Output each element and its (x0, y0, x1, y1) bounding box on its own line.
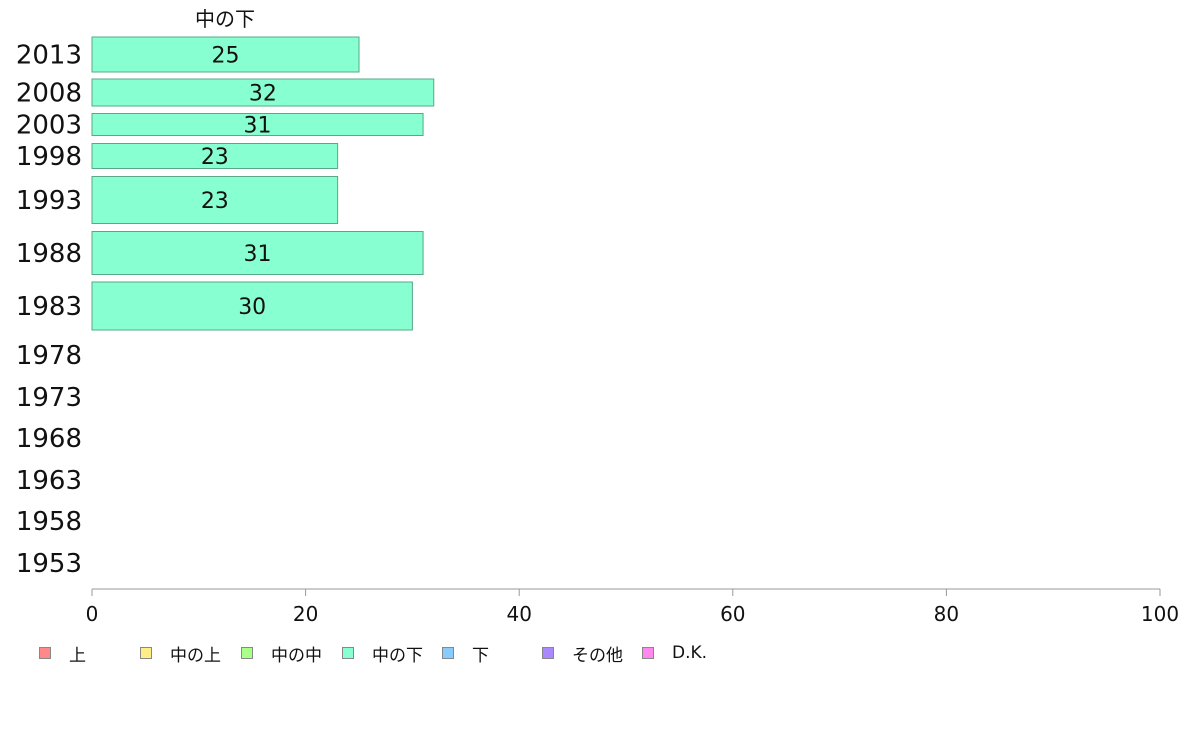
y-tick-label: 2003 (16, 111, 82, 141)
bar (91, 231, 424, 275)
y-tick-label: 1978 (16, 341, 82, 371)
bar (91, 78, 435, 107)
x-tick-label: 20 (293, 602, 318, 626)
legend-swatch (542, 647, 554, 659)
bar-value-label: 31 (244, 242, 272, 267)
legend-label: 中の上 (170, 645, 221, 666)
bar-value-label: 23 (201, 145, 229, 170)
y-tick-label: 1998 (16, 142, 82, 172)
chart-title: 中の下 (195, 7, 255, 31)
legend-item: D.K. (642, 641, 707, 665)
y-tick-label: 1968 (16, 424, 82, 454)
legend-swatch (241, 647, 253, 659)
bar-value-label: 31 (244, 114, 272, 139)
bar (91, 143, 339, 169)
legend-label: D.K. (672, 643, 708, 663)
legend-label: その他 (572, 645, 623, 666)
legend-swatch (140, 647, 152, 659)
legend-swatch (442, 647, 454, 659)
y-tick-label: 1983 (16, 292, 82, 322)
x-tick-label: 0 (86, 602, 99, 626)
legend-item: 下 (442, 641, 489, 666)
bar (91, 113, 424, 136)
y-tick-label: 2013 (16, 41, 82, 71)
bar (91, 281, 413, 331)
y-tick-label: 1988 (16, 239, 82, 269)
legend-item: その他 (542, 641, 623, 666)
bar-value-label: 32 (249, 82, 277, 107)
bar-value-label: 23 (201, 189, 229, 214)
legend-item: 中の上 (140, 641, 221, 666)
legend-item: 中の下 (342, 641, 423, 666)
x-tick-label: 40 (506, 602, 531, 626)
x-tick-label: 60 (720, 602, 745, 626)
legend-label: 上 (69, 645, 86, 666)
x-tick-label: 100 (1141, 602, 1179, 626)
y-tick-label: 1953 (16, 549, 82, 579)
x-tick-label: 80 (934, 602, 959, 626)
legend-label: 中の中 (271, 645, 322, 666)
legend-label: 中の下 (372, 645, 423, 666)
bar-value-label: 30 (238, 295, 266, 320)
legend-swatch (342, 647, 354, 659)
y-tick-label: 1973 (16, 383, 82, 413)
legend-swatch (39, 647, 51, 659)
y-tick-label: 1993 (16, 186, 82, 216)
bars-group: 25 32 31 23 23 31 30 (91, 36, 435, 331)
y-tick-label: 2008 (16, 79, 82, 109)
legend-item: 中の中 (241, 641, 322, 666)
x-axis: 0 20 40 60 80 100 (86, 588, 1179, 626)
bar (91, 36, 360, 73)
legend-label: 下 (472, 645, 489, 666)
bar-value-label: 25 (212, 44, 240, 69)
legend-swatch (642, 647, 654, 659)
y-tick-label: 1963 (16, 466, 82, 496)
y-tick-label: 1958 (16, 507, 82, 537)
legend: 上 中の上 中の中 中の下 下 その他 D.K. (0, 641, 1188, 666)
legend-item: 上 (39, 641, 86, 666)
bar (91, 176, 339, 224)
